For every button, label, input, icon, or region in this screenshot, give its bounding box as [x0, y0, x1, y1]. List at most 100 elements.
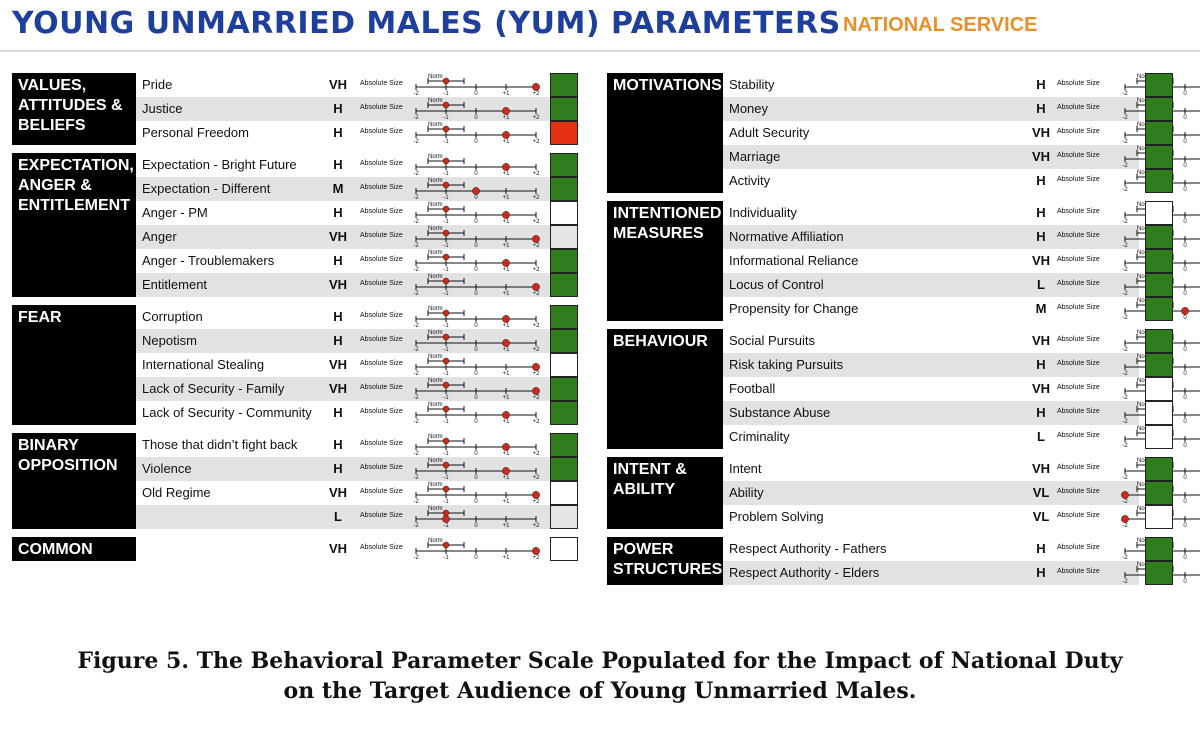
category-block: FEAR	[12, 305, 136, 425]
behavioral-scale: Norm -2 -1 0 +1 +2	[413, 306, 540, 329]
category-label: COMMON ENEMY	[18, 541, 93, 558]
tick-label: +1	[503, 219, 511, 225]
parameter-name: Ability	[729, 485, 764, 500]
rating-value: H	[1036, 205, 1046, 220]
rating-value: H	[333, 125, 343, 140]
parameter-name: Expectation - Different	[142, 181, 271, 196]
behavioral-scale: Norm -2 -1 0 +1 +2	[413, 354, 540, 377]
absolute-size-label: Absolute Size	[360, 128, 403, 135]
norm-marker	[442, 485, 450, 493]
tick-label: +2	[533, 171, 541, 177]
status-square	[1145, 329, 1173, 353]
parameter-row: Those that didn’t fight back H Absolute Si…	[136, 433, 554, 457]
status-square	[550, 329, 578, 353]
absolute-size-label: Absolute Size	[1057, 104, 1100, 111]
norm-label: Norm	[1137, 226, 1152, 232]
tick-label: +1	[503, 499, 511, 505]
tick-label: 0	[474, 323, 478, 329]
norm-label: Norm	[1137, 202, 1152, 208]
rating-marker	[1181, 307, 1189, 315]
tick-label: 0	[474, 267, 478, 273]
tick-label: -2	[413, 499, 419, 505]
tick-label: 0	[1183, 291, 1187, 297]
parameter-row: Risk taking Pursuits H Absolute Size Norm -2…	[723, 353, 1200, 377]
norm-label: Norm	[1137, 330, 1152, 336]
rating-value: H	[333, 157, 343, 172]
rating-marker	[1121, 515, 1129, 523]
behavioral-scale: Norm -2 -1 0 +1 +2	[413, 74, 540, 97]
rating-value: H	[333, 461, 343, 476]
parameter-name: Marriage	[729, 149, 781, 164]
parameter-name: Individuality	[729, 205, 797, 220]
tick-label: +2	[533, 499, 541, 505]
tick-label: -2	[1122, 555, 1128, 561]
parameter-row: Pride VH Absolute Size Norm -2 -1 0 +1 +2	[136, 73, 554, 97]
norm-label: Norm	[428, 434, 443, 440]
rating-value: VH	[328, 357, 348, 372]
parameter-name: Propensity for Change	[729, 301, 859, 316]
tick-label: -1	[443, 323, 449, 329]
tick-label: +2	[533, 523, 541, 529]
tick-label: -2	[413, 171, 419, 177]
norm-label: Norm	[1137, 426, 1152, 432]
absolute-size-label: Absolute Size	[1057, 128, 1100, 135]
parameter-name: Activity	[729, 173, 771, 188]
status-square	[550, 537, 578, 561]
absolute-size-label: Absolute Size	[360, 280, 403, 287]
tick-label: -1	[443, 219, 449, 225]
tick-label: -2	[1122, 579, 1128, 585]
norm-label: Norm	[428, 122, 443, 128]
norm-marker	[442, 509, 450, 517]
rating-value: H	[1036, 173, 1046, 188]
tick-label: -1	[443, 91, 449, 97]
rating-value: H	[1036, 229, 1046, 244]
tick-label: +2	[533, 451, 541, 457]
absolute-size-label: Absolute Size	[360, 208, 403, 215]
rating-value: VH	[328, 277, 348, 292]
tick-label: +2	[533, 291, 541, 297]
tick-label: +1	[503, 267, 511, 273]
rating-value: L	[1037, 277, 1045, 292]
parameter-name: Adult Security	[729, 125, 810, 140]
rating-value: H	[1036, 405, 1046, 420]
category-block: EXPECTATION, ANGER & ENTITLEMENT	[12, 153, 136, 297]
tick-label: +2	[533, 195, 541, 201]
status-square	[550, 457, 578, 481]
tick-label: -2	[1122, 163, 1128, 169]
tick-label: -2	[413, 195, 419, 201]
behavioral-scale: Norm -2 -1 0 +1 +2	[413, 154, 541, 177]
tick-label: 0	[1183, 579, 1187, 585]
category-label: BEHAVIOUR	[613, 333, 708, 350]
category-block: BINARY OPPOSITION	[12, 433, 136, 529]
tick-label: 0	[474, 371, 478, 377]
parameter-name: Criminality	[729, 429, 790, 444]
rating-marker	[532, 491, 540, 499]
tick-label: +2	[533, 347, 541, 353]
norm-marker	[442, 541, 450, 549]
parameter-row: International Stealing VH Absolute Size Nor…	[136, 353, 554, 377]
rating-marker	[472, 187, 480, 195]
tick-label: +2	[533, 419, 541, 425]
rating-value: VH	[328, 77, 348, 92]
absolute-size-label: Absolute Size	[1057, 304, 1100, 311]
caption-line-1: Figure 5. The Behavioral Parameter Scale…	[77, 648, 1123, 674]
absolute-size-label: Absolute Size	[1057, 384, 1100, 391]
status-square	[550, 377, 578, 401]
tick-label: +2	[533, 139, 541, 145]
rating-value: VH	[1031, 149, 1051, 164]
tick-label: 0	[1183, 115, 1187, 121]
rating-value: L	[334, 509, 342, 524]
category-label: FEAR	[18, 309, 62, 326]
tick-label: 0	[1183, 139, 1187, 145]
absolute-size-label: Absolute Size	[1057, 432, 1100, 439]
tick-label: -1	[443, 115, 449, 121]
rating-value: H	[333, 205, 343, 220]
behavioral-scale: Norm -2 -1 0 +1 +2	[413, 250, 540, 273]
status-square	[1145, 425, 1173, 449]
norm-marker	[442, 405, 450, 413]
tick-label: +1	[503, 291, 511, 297]
tick-label: +2	[533, 395, 541, 401]
norm-label: Norm	[1137, 506, 1152, 512]
tick-label: 0	[474, 395, 478, 401]
